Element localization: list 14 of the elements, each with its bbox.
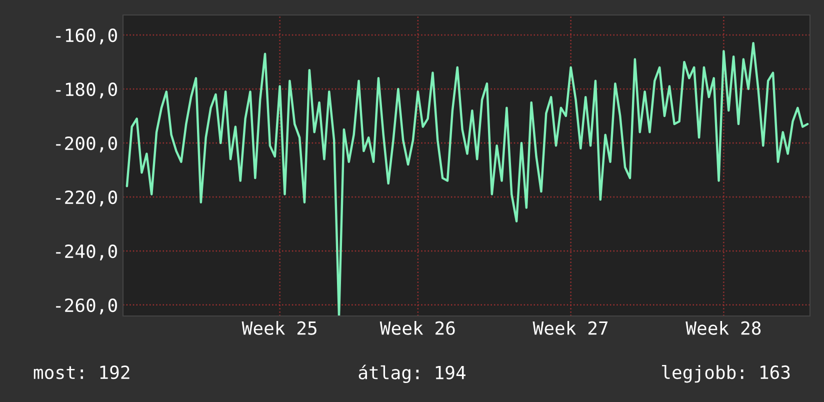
text: átlag: 194 <box>358 364 466 384</box>
text: most: 192 <box>34 365 130 380</box>
x-tick-label: Week 27 <box>532 320 608 335</box>
x-tick-label: Week 26 <box>380 320 455 335</box>
y-tick-label: -200,0 <box>56 136 117 152</box>
text: legjobb: 163 <box>662 365 790 383</box>
y-tick-label: -240,0 <box>56 244 117 260</box>
line-series <box>126 42 809 316</box>
x-tick-label: Week 28 <box>686 320 761 335</box>
y-tick-label: -260,0 <box>56 298 117 314</box>
x-tick-label: Week 25 <box>242 320 316 335</box>
y-tick-label: -180,0 <box>56 82 117 98</box>
y-tick-label: -220,0 <box>56 190 117 206</box>
y-tick-label: -160,0 <box>56 28 117 44</box>
